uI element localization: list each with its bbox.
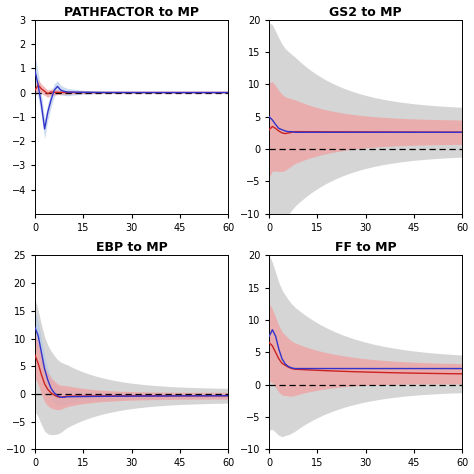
Title: FF to MP: FF to MP (335, 241, 397, 254)
Title: EBP to MP: EBP to MP (96, 241, 167, 254)
Title: GS2 to MP: GS2 to MP (329, 6, 402, 18)
Title: PATHFACTOR to MP: PATHFACTOR to MP (64, 6, 199, 18)
